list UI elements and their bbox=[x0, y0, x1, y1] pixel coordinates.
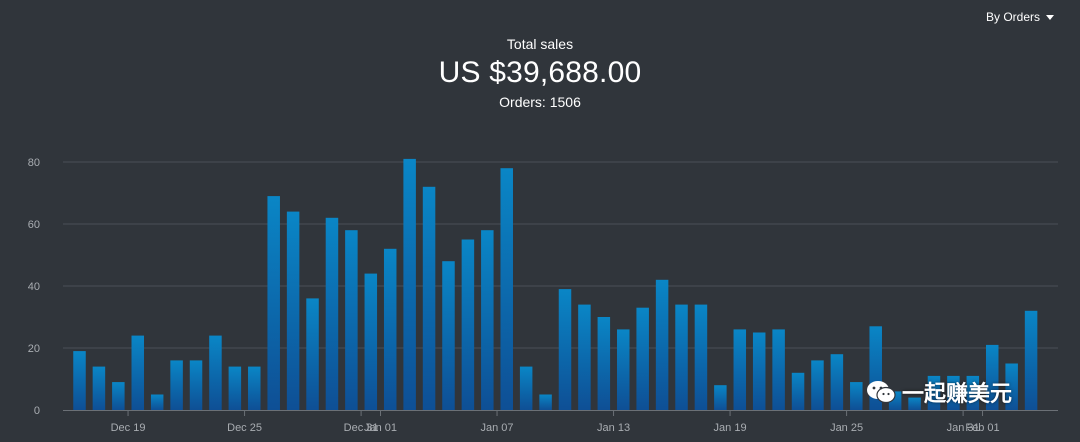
bar-38[interactable] bbox=[811, 360, 824, 410]
x-tick-label: Jan 01 bbox=[364, 422, 397, 434]
bar-47[interactable] bbox=[985, 344, 999, 410]
bar-15[interactable] bbox=[364, 273, 378, 410]
bar-8[interactable] bbox=[228, 366, 242, 410]
x-tick-label: Jan 31 bbox=[947, 422, 980, 434]
bar-26[interactable] bbox=[578, 304, 591, 410]
bar-24[interactable] bbox=[539, 394, 552, 411]
bar-19[interactable] bbox=[442, 261, 455, 410]
bar-11[interactable] bbox=[286, 211, 300, 410]
bar-18[interactable] bbox=[422, 186, 436, 410]
bar-34[interactable] bbox=[733, 329, 747, 410]
bar-20[interactable] bbox=[461, 239, 475, 411]
bar-31[interactable] bbox=[675, 304, 688, 410]
bar-17[interactable] bbox=[403, 158, 416, 410]
x-tick-label: Feb 01 bbox=[965, 422, 999, 434]
bar-10[interactable] bbox=[267, 196, 280, 410]
chevron-down-icon bbox=[1046, 15, 1054, 20]
bar-14[interactable] bbox=[345, 230, 358, 410]
bar-22[interactable] bbox=[500, 168, 513, 410]
x-tick-label: Jan 19 bbox=[714, 422, 747, 434]
bar-45[interactable] bbox=[947, 375, 960, 410]
bar-6[interactable] bbox=[189, 360, 203, 410]
y-tick-label: 0 bbox=[34, 405, 40, 417]
by-orders-dropdown[interactable]: By Orders bbox=[986, 10, 1054, 24]
bar-37[interactable] bbox=[791, 372, 805, 410]
watermark-text: 一起赚美元 bbox=[902, 381, 1013, 406]
dropdown-label: By Orders bbox=[985, 10, 1040, 24]
bar-49[interactable] bbox=[1024, 310, 1038, 410]
x-tick-label: Dec 25 bbox=[227, 422, 262, 434]
bar-46[interactable] bbox=[966, 375, 980, 410]
bar-1[interactable] bbox=[92, 366, 106, 410]
x-tick-label: Jan 13 bbox=[597, 422, 630, 434]
bar-43[interactable] bbox=[908, 397, 921, 410]
bar-30[interactable] bbox=[655, 279, 669, 410]
x-tick-label: Jan 07 bbox=[481, 422, 514, 434]
bar-4[interactable] bbox=[150, 394, 164, 411]
bar-25[interactable] bbox=[558, 289, 572, 410]
bar-12[interactable] bbox=[306, 298, 319, 410]
bar-40[interactable] bbox=[850, 382, 863, 410]
y-tick-label: 20 bbox=[28, 343, 40, 355]
wechat-watermark: 一起赚美元 bbox=[866, 376, 1012, 408]
bar-0[interactable] bbox=[73, 351, 86, 410]
bar-29[interactable] bbox=[636, 307, 649, 410]
bar-33[interactable] bbox=[714, 385, 727, 410]
bar-5[interactable] bbox=[170, 360, 183, 410]
y-tick-label: 60 bbox=[28, 219, 40, 231]
wechat-icon bbox=[867, 381, 896, 404]
summary-title: Total sales bbox=[506, 36, 574, 52]
bar-35[interactable] bbox=[752, 332, 766, 411]
bar-36[interactable] bbox=[772, 329, 785, 410]
bar-13[interactable] bbox=[325, 217, 339, 410]
x-tick-label: Dec 31 bbox=[344, 422, 379, 434]
orders-count: Orders: 1506 bbox=[499, 94, 581, 110]
x-tick-label: Dec 19 bbox=[111, 422, 146, 434]
sales-summary: Total sales US $39,688.00 Orders: 1506 bbox=[0, 36, 1080, 110]
y-tick-label: 40 bbox=[28, 281, 40, 293]
bar-48[interactable] bbox=[1005, 363, 1018, 411]
bar-3[interactable] bbox=[131, 335, 145, 410]
bar-21[interactable] bbox=[481, 230, 494, 410]
bar-27[interactable] bbox=[597, 317, 611, 410]
total-sales-amount: US $39,688.00 bbox=[438, 56, 642, 89]
bar-28[interactable] bbox=[617, 329, 630, 410]
bar-44[interactable] bbox=[927, 375, 941, 410]
bar-32[interactable] bbox=[694, 304, 708, 410]
bar-16[interactable] bbox=[383, 248, 397, 410]
y-tick-label: 80 bbox=[28, 157, 40, 169]
x-tick-label: Jan 25 bbox=[830, 422, 863, 434]
bar-2[interactable] bbox=[112, 382, 125, 410]
bar-7[interactable] bbox=[209, 335, 222, 410]
bar-39[interactable] bbox=[830, 354, 844, 410]
bar-23[interactable] bbox=[519, 366, 533, 410]
bar-9[interactable] bbox=[248, 366, 261, 410]
